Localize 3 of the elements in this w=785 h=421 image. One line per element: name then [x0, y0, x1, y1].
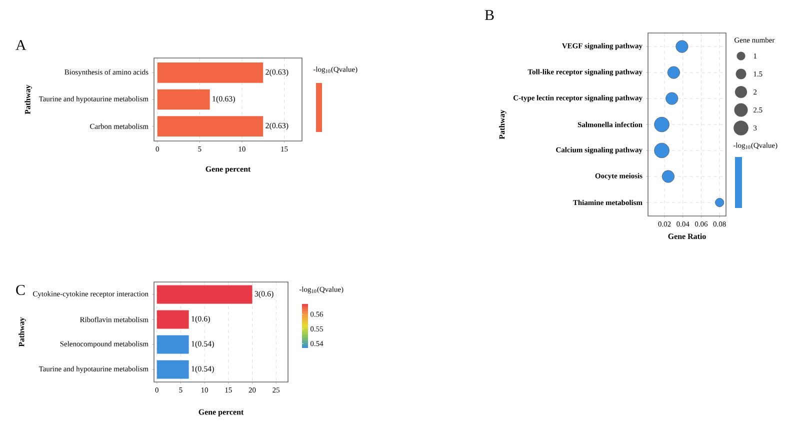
text: C	[16, 284, 25, 296]
text: A	[16, 40, 26, 50]
text: B	[484, 10, 494, 20]
